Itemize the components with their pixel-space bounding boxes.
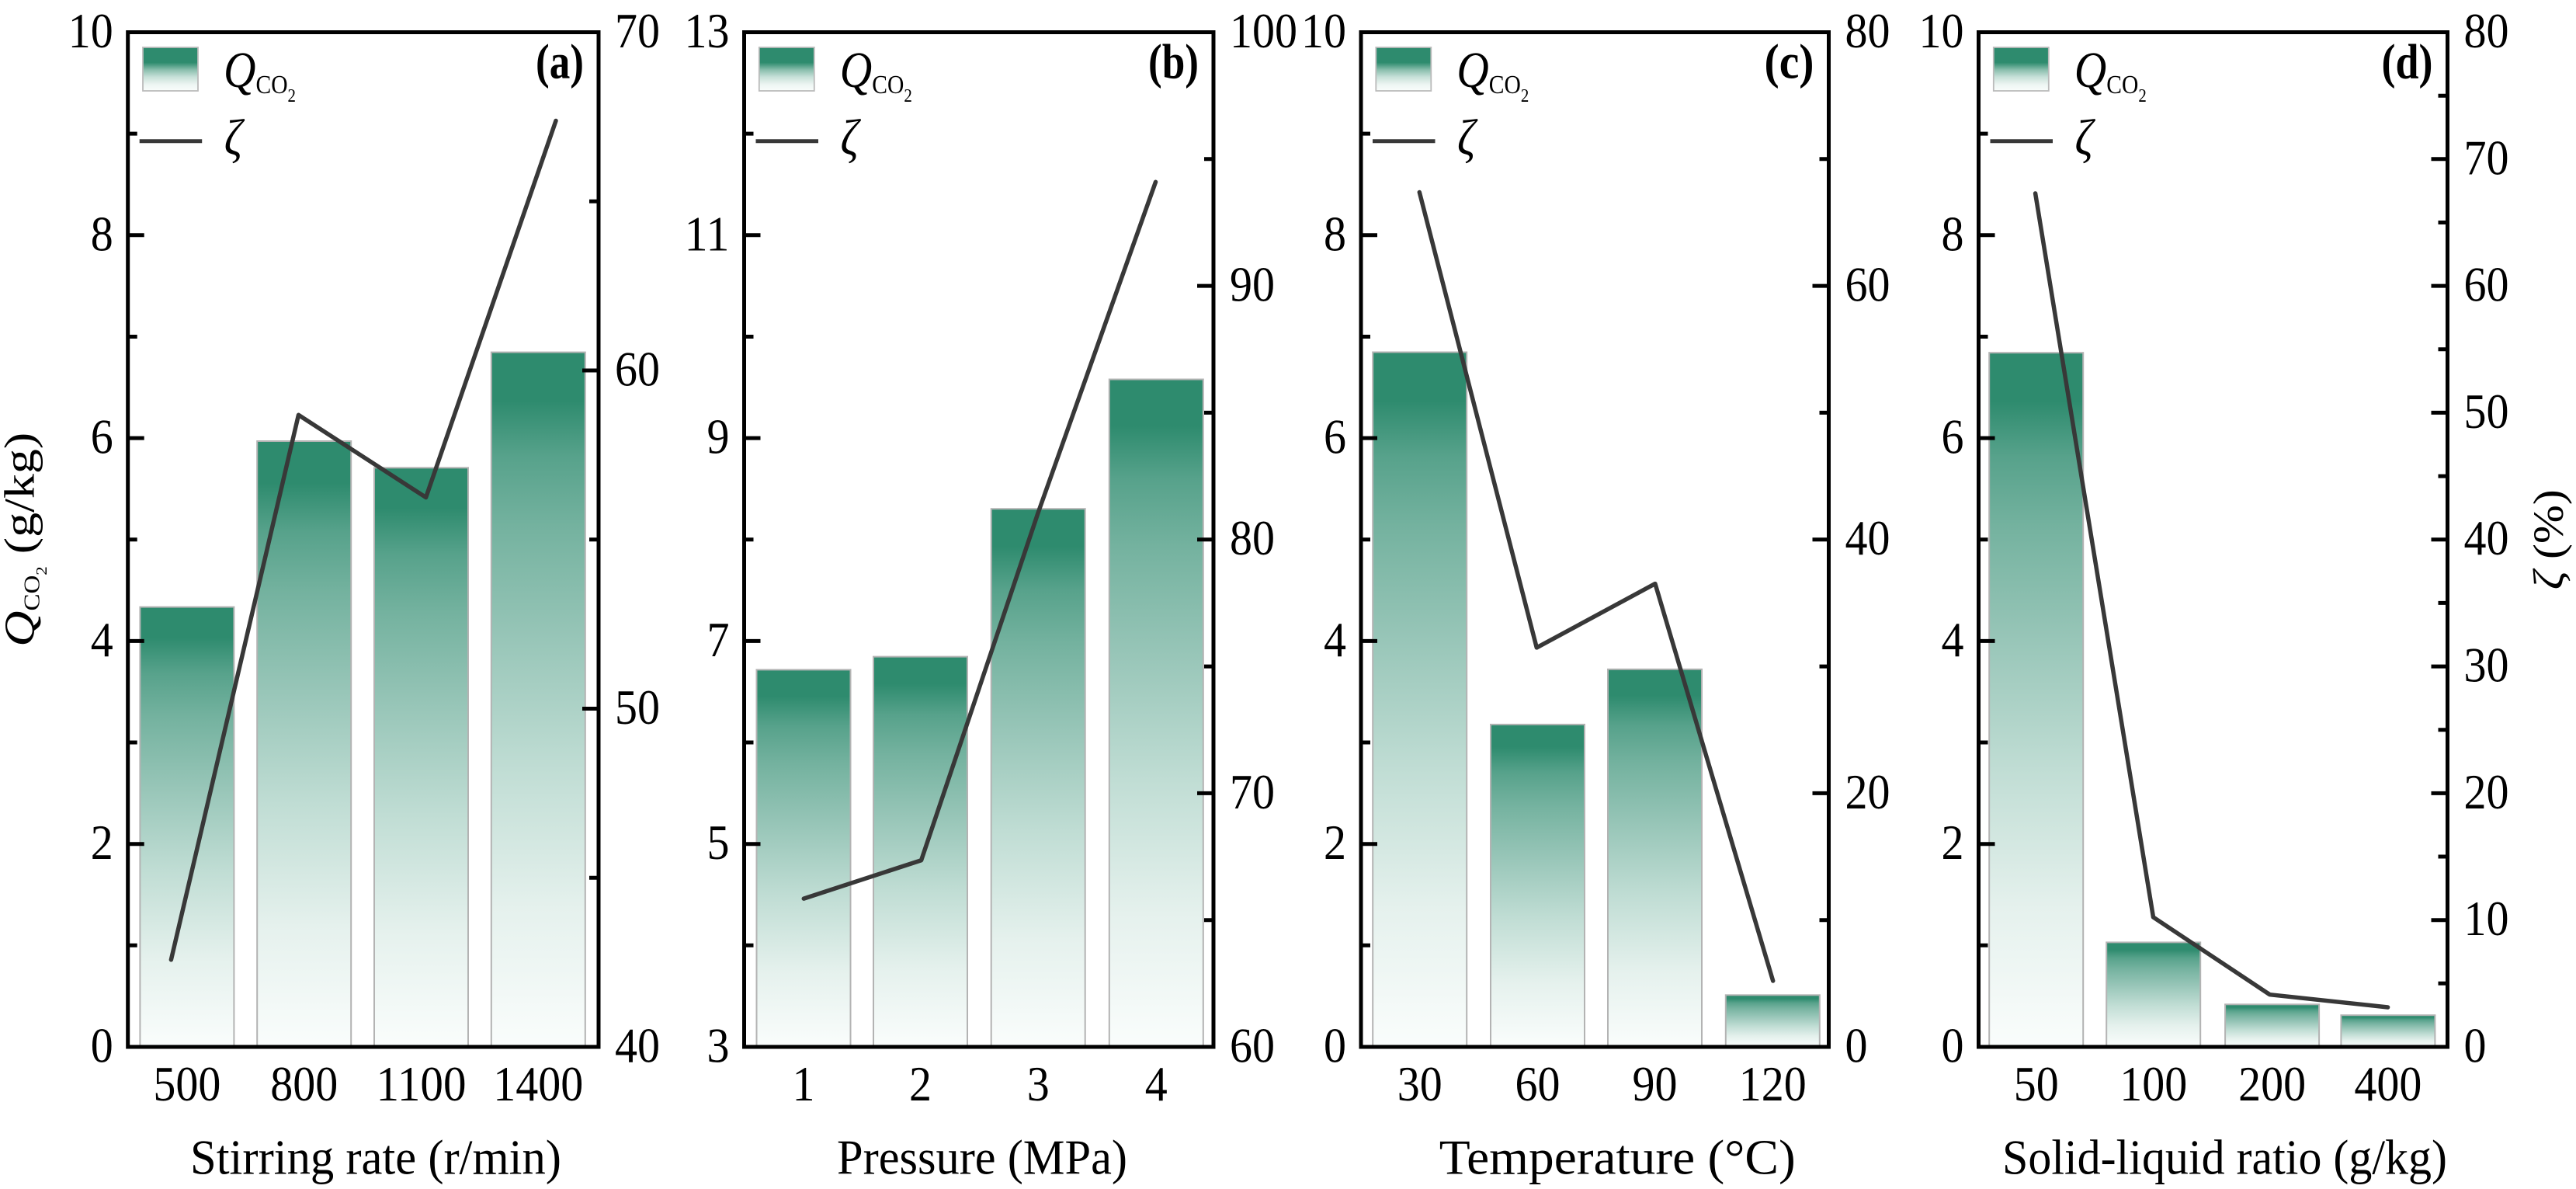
svg-text:Stirring rate (r/min): Stirring rate (r/min) [190, 1131, 561, 1185]
svg-text:0: 0 [1845, 1019, 1868, 1073]
svg-text:60: 60 [1845, 258, 1890, 312]
svg-text:10: 10 [68, 4, 113, 58]
svg-text:4: 4 [91, 613, 113, 667]
svg-text:50: 50 [2014, 1057, 2059, 1111]
svg-text:2: 2 [91, 815, 113, 870]
svg-text:2: 2 [909, 1057, 932, 1111]
svg-text:ζ: ζ [1457, 110, 1478, 166]
svg-text:400: 400 [2354, 1057, 2422, 1111]
svg-text:0: 0 [91, 1019, 113, 1073]
svg-text:40: 40 [1845, 511, 1890, 565]
svg-text:30: 30 [2464, 638, 2509, 693]
svg-text:200: 200 [2238, 1057, 2306, 1111]
svg-text:20: 20 [1845, 765, 1890, 819]
svg-text:60: 60 [1230, 1019, 1275, 1073]
svg-text:60: 60 [2464, 258, 2509, 312]
svg-text:1: 1 [793, 1057, 815, 1111]
svg-text:90: 90 [1633, 1057, 1678, 1111]
svg-text:10: 10 [1301, 4, 1346, 58]
svg-text:13: 13 [685, 4, 730, 58]
svg-text:2: 2 [1942, 815, 1964, 870]
svg-text:QCO2 (g/kg): QCO2 (g/kg) [0, 433, 50, 647]
svg-text:8: 8 [91, 207, 113, 261]
svg-text:60: 60 [615, 342, 660, 397]
svg-text:Temperature (°C): Temperature (°C) [1439, 1131, 1796, 1185]
svg-text:ζ: ζ [224, 110, 245, 166]
svg-text:50: 50 [615, 680, 660, 735]
svg-text:3: 3 [1027, 1057, 1050, 1111]
svg-text:0: 0 [2464, 1019, 2487, 1073]
svg-text:5: 5 [707, 815, 730, 870]
svg-text:ζ (%): ζ (%) [2526, 489, 2572, 589]
svg-text:30: 30 [1397, 1057, 1442, 1111]
svg-text:11: 11 [685, 207, 730, 261]
svg-text:80: 80 [2464, 4, 2509, 58]
svg-text:ζ: ζ [841, 110, 862, 166]
svg-text:10: 10 [2464, 892, 2509, 946]
svg-text:(a): (a) [536, 35, 584, 89]
svg-text:100: 100 [2119, 1057, 2187, 1111]
svg-text:7: 7 [707, 613, 730, 667]
svg-text:1100: 1100 [377, 1057, 467, 1111]
svg-text:1400: 1400 [493, 1057, 583, 1111]
svg-text:40: 40 [615, 1019, 660, 1073]
svg-text:80: 80 [1845, 4, 1890, 58]
svg-text:70: 70 [2464, 130, 2509, 185]
svg-text:70: 70 [1230, 765, 1275, 819]
svg-text:4: 4 [1324, 613, 1346, 667]
svg-text:10: 10 [1919, 4, 1964, 58]
svg-text:(d): (d) [2382, 35, 2433, 89]
svg-text:ζ: ζ [2075, 110, 2096, 166]
svg-text:800: 800 [270, 1057, 338, 1111]
svg-text:60: 60 [1515, 1057, 1561, 1111]
svg-text:(b): (b) [1148, 35, 1199, 89]
svg-text:0: 0 [1324, 1019, 1346, 1073]
svg-text:(c): (c) [1765, 35, 1814, 89]
svg-text:90: 90 [1230, 258, 1275, 312]
svg-text:2: 2 [1324, 815, 1346, 870]
svg-text:4: 4 [1942, 613, 1964, 667]
svg-text:0: 0 [1942, 1019, 1964, 1073]
svg-text:80: 80 [1230, 511, 1275, 565]
svg-text:70: 70 [615, 4, 660, 58]
svg-text:9: 9 [707, 410, 730, 464]
svg-text:100: 100 [1230, 4, 1297, 58]
svg-text:8: 8 [1942, 207, 1964, 261]
svg-text:8: 8 [1324, 207, 1346, 261]
svg-text:Pressure (MPa): Pressure (MPa) [837, 1131, 1127, 1185]
svg-text:4: 4 [1145, 1057, 1168, 1111]
svg-text:6: 6 [91, 410, 113, 464]
svg-text:120: 120 [1739, 1057, 1807, 1111]
svg-text:Solid-liquid ratio (g/kg): Solid-liquid ratio (g/kg) [2002, 1131, 2447, 1185]
svg-text:6: 6 [1942, 410, 1964, 464]
svg-text:6: 6 [1324, 410, 1346, 464]
svg-text:50: 50 [2464, 384, 2509, 439]
svg-text:20: 20 [2464, 765, 2509, 819]
svg-text:40: 40 [2464, 511, 2509, 565]
svg-text:500: 500 [153, 1057, 220, 1111]
svg-text:3: 3 [707, 1019, 730, 1073]
